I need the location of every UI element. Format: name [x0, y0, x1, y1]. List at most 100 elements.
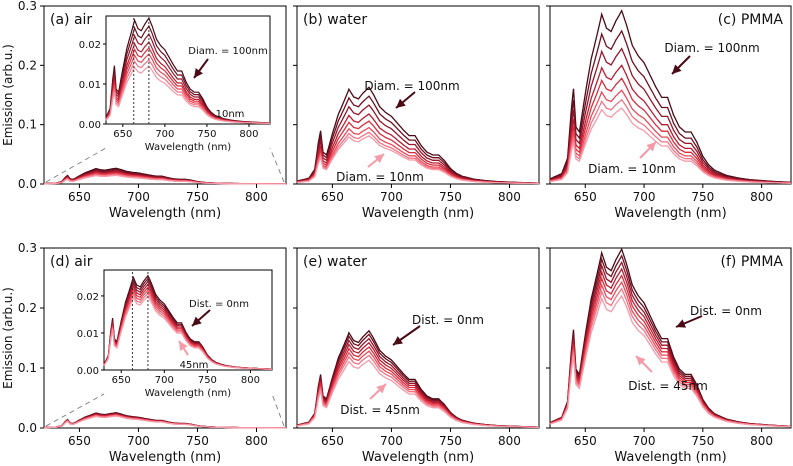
plot-frame	[549, 247, 792, 429]
y-tick-label: 0.2	[18, 58, 37, 72]
annotation-label-large: Diam. = 100nm	[188, 46, 267, 57]
x-tick-label: 800	[750, 190, 773, 204]
x-tick-label: 750	[186, 434, 209, 448]
inset-x-axis-label: Wavelength (nm)	[145, 142, 231, 153]
inset-y-tick-label: 0.01	[77, 329, 99, 340]
zoom-indicator-line	[45, 393, 105, 427]
inset-y-tick-label: 0.00	[79, 120, 101, 131]
inset-x-tick-label: 800	[241, 375, 260, 386]
inset-x-axis-label: Wavelength (nm)	[145, 388, 231, 399]
inset-x-tick-label: 750	[197, 129, 216, 140]
x-axis-label: Wavelength (nm)	[362, 450, 474, 465]
x-tick-label: 750	[186, 190, 209, 204]
zoom-indicator-line	[271, 393, 285, 427]
annotation-arrow-head	[393, 336, 403, 345]
annotation-label-small: Dist. = 45nm	[340, 403, 420, 417]
x-tick-label: 650	[574, 434, 597, 448]
annotation-arrow-head	[676, 319, 687, 328]
panel-title: (c) PMMA	[718, 12, 784, 28]
spectrum-line-10	[44, 174, 286, 185]
x-tick-label: 750	[439, 434, 462, 448]
annotation-label-large: Diam. = 100nm	[664, 41, 759, 55]
x-tick-label: 750	[439, 190, 462, 204]
x-tick-label: 750	[691, 434, 714, 448]
spectrum-line-45	[549, 294, 792, 428]
annotation-label-large: Dist. = 0nm	[690, 304, 762, 318]
y-tick-label: 0.2	[18, 301, 37, 315]
y-tick-label: 0.0	[18, 421, 37, 435]
annotation-label-small: Diam. = 10nm	[588, 162, 676, 176]
x-tick-label: 800	[498, 190, 521, 204]
x-tick-label: 800	[498, 434, 521, 448]
plot-frame	[549, 5, 792, 185]
y-tick-label: 0.1	[18, 118, 37, 132]
inset-spectrum-line-10	[105, 65, 270, 124]
annotation-label-large: Dist. = 0nm	[189, 299, 249, 310]
x-tick-label: 700	[380, 190, 403, 204]
x-tick-label: 700	[380, 434, 403, 448]
plot-frame	[43, 5, 287, 185]
panel-f: 650 700 750 800 Wavelength (nm) (f) PMMA Dist.…	[546, 247, 792, 465]
x-axis-label: Wavelength (nm)	[614, 206, 726, 221]
annotation-label-small: Diam. = 10nm	[336, 170, 424, 184]
plot-frame	[43, 247, 287, 429]
panel-title: (d) air	[50, 254, 93, 270]
x-axis-label: Wavelength (nm)	[362, 206, 474, 221]
panel-title: (f) PMMA	[721, 254, 784, 270]
x-tick-label: 700	[633, 190, 656, 204]
annotation-arrow-head	[646, 142, 656, 152]
inset-x-tick-label: 650	[113, 129, 132, 140]
x-tick-label: 650	[68, 190, 91, 204]
x-tick-label: 800	[245, 190, 268, 204]
panel-title: (e) water	[303, 254, 367, 270]
spectrum-line-45	[296, 359, 539, 428]
plot-frame	[296, 247, 540, 429]
y-tick-label: 0.3	[18, 0, 37, 13]
inset-a: 650 700 750 800 0.00 0.01 0.02 Wavelength (nm) D…	[79, 15, 271, 153]
panel-c: 650 700 750 800 Wavelength (nm) (c) PMMA Diam.…	[546, 5, 792, 221]
y-axis-label: Emission (arb.u.)	[1, 287, 15, 389]
annotation-arrow-head	[192, 316, 202, 326]
annotation-arrow-head	[396, 98, 406, 108]
inset-x-tick-label: 800	[239, 129, 258, 140]
x-tick-label: 700	[633, 434, 656, 448]
x-tick-label: 650	[321, 434, 344, 448]
x-axis-label: Wavelength (nm)	[614, 450, 726, 465]
annotation-arrow-head	[374, 154, 384, 164]
inset-x-tick-label: 700	[155, 375, 174, 386]
zoom-indicator-line	[269, 147, 285, 183]
inset-d: 650 700 750 800 0.00 0.01 0.02 Wavelength (nm) D…	[77, 269, 273, 399]
annotation-arrow-head	[376, 384, 386, 394]
inset-y-tick-label: 0.02	[79, 40, 101, 51]
x-axis-label: Wavelength (nm)	[109, 206, 221, 221]
panel-e: 650 700 750 800 Wavelength (nm) (e) water Dist…	[293, 247, 540, 465]
panel-a: 650 700 750 800 0.0 0.1 0.2 0.3 Emission (arb.u.…	[1, 0, 287, 221]
annotation-label-large: Diam. = 100nm	[364, 79, 459, 93]
inset-x-tick-label: 650	[112, 375, 131, 386]
x-axis-label: Wavelength (nm)	[109, 450, 221, 465]
y-tick-label: 0.3	[18, 241, 37, 255]
annotation-label-small: 10nm	[216, 109, 245, 120]
plot-frame	[296, 5, 540, 185]
x-tick-label: 750	[691, 190, 714, 204]
panel-title: (b) water	[303, 12, 367, 28]
spectrum-line-10	[549, 107, 791, 184]
x-tick-label: 800	[750, 434, 773, 448]
inset-x-tick-label: 750	[198, 375, 217, 386]
x-tick-label: 650	[68, 434, 91, 448]
annotation-label-large: Dist. = 0nm	[412, 313, 484, 327]
spectrum-line-45	[44, 415, 286, 429]
annotation-label-small: Dist. = 45nm	[628, 379, 708, 393]
panel-title: (a) air	[50, 12, 92, 28]
annotation-arrow-head	[179, 341, 188, 352]
y-axis-label: Emission (arb.u.)	[1, 44, 15, 146]
x-tick-label: 700	[127, 190, 150, 204]
annotation-arrow-head	[194, 68, 203, 78]
x-tick-label: 650	[321, 190, 344, 204]
spectrum-line-10	[296, 135, 539, 185]
y-tick-label: 0.0	[18, 177, 37, 191]
inset-y-tick-label: 0.00	[77, 366, 99, 377]
panel-b: 650 700 750 800 Wavelength (nm) (b) water Diam…	[293, 5, 540, 221]
annotation-arrow-head	[636, 356, 646, 366]
